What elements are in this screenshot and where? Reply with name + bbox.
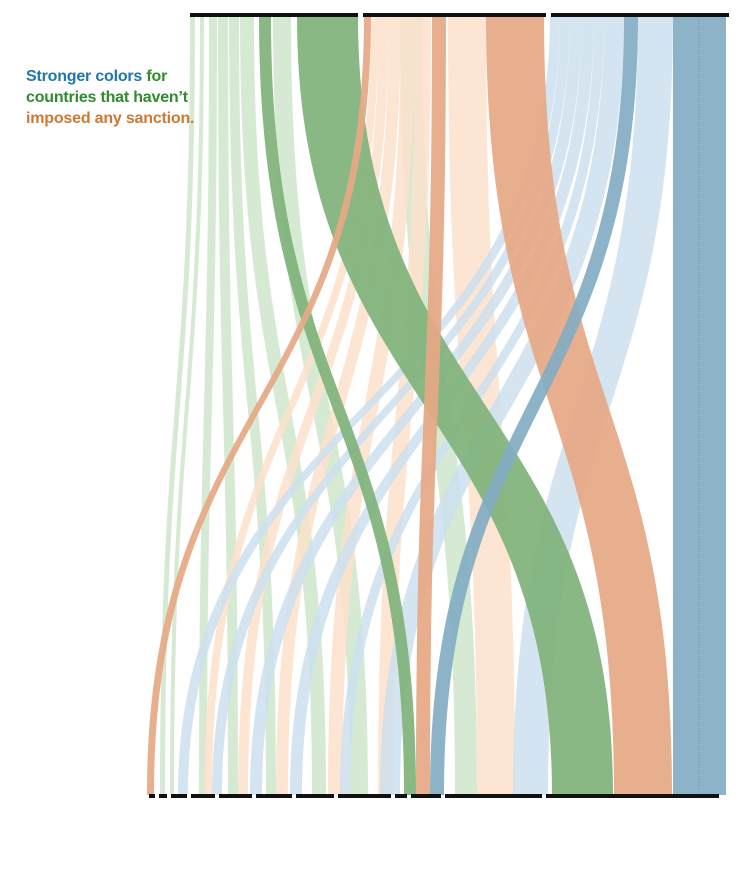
flow-band-orange-strong-16 (416, 16, 446, 795)
flow-band-green-3 (218, 16, 238, 795)
bottom-group-bar-10 (445, 794, 542, 798)
bottom-group-bar-3 (191, 794, 215, 798)
flow-band-orange-strong-10 (147, 16, 371, 795)
note-part-countries: for countries that haven’t (26, 68, 188, 106)
bottom-group-bar-0 (149, 794, 155, 798)
bottom-group-bar-2 (171, 794, 187, 798)
bottom-group-bar-6 (296, 794, 334, 798)
flow-band-blue-24 (380, 16, 624, 795)
flow-band-green-0 (160, 16, 195, 795)
flow-band-blue-strong-27 (673, 16, 726, 795)
flow-band-green-strong-9 (297, 16, 613, 795)
flow-band-green-strong-6 (259, 16, 416, 795)
flow-band-green-1 (170, 16, 204, 795)
flow-band-orange-11 (204, 16, 379, 795)
flow-band-green-2 (199, 16, 217, 795)
top-group-bar-blue (551, 13, 729, 17)
bottom-group-bar-5 (256, 794, 292, 798)
top-group-bar-orange (363, 13, 546, 17)
flow-band-orange-strong-18 (486, 16, 672, 795)
bottom-group-bar-9 (411, 794, 441, 798)
note-part-sanction: imposed any sanction. (26, 110, 195, 127)
flow-band-orange-12 (238, 16, 389, 795)
flow-band-blue-21 (250, 16, 582, 795)
flow-band-blue-19 (178, 16, 560, 795)
bottom-group-bar-8 (395, 794, 407, 798)
note-part-strong-colors: Stronger colors (26, 68, 143, 85)
flow-band-blue-strong-25 (430, 16, 638, 795)
flow-band-green-5 (240, 16, 326, 795)
flow-band-blue-20 (212, 16, 570, 795)
flow-band-green-4 (229, 16, 276, 795)
bottom-group-bar-1 (159, 794, 167, 798)
flow-bands (147, 16, 726, 795)
color-legend-note: Stronger colors for countries that haven… (26, 66, 196, 129)
top-group-bar-green (190, 13, 358, 17)
bottom-group-bar-4 (219, 794, 252, 798)
bottom-group-bar-11 (546, 794, 719, 798)
bottom-group-bar-7 (338, 794, 391, 798)
